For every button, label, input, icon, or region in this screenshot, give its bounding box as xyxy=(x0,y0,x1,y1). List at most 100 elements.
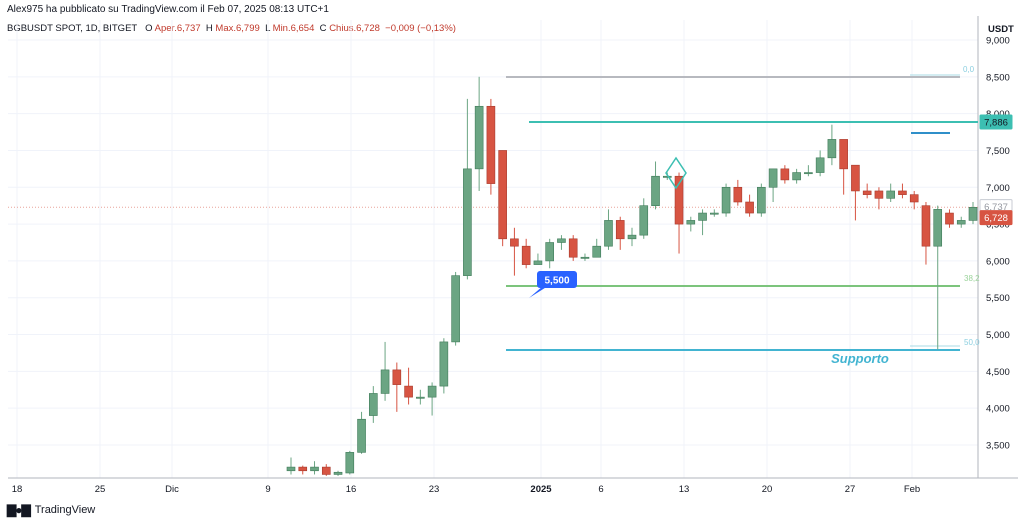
candle-body xyxy=(592,245,602,258)
candle-body xyxy=(874,190,884,199)
candle-body xyxy=(451,275,460,343)
y-tick-label: 5,000 xyxy=(986,330,1010,341)
candle-body xyxy=(416,396,425,399)
x-tick-label: 18 xyxy=(12,484,23,495)
candle-body xyxy=(392,369,402,385)
open-price-tag-box xyxy=(979,199,1013,215)
candle-body xyxy=(686,220,696,225)
y-tick-label: 8,500 xyxy=(986,72,1010,83)
x-tick-label: 25 xyxy=(95,484,106,495)
candle-body xyxy=(604,220,613,247)
candle-body xyxy=(698,212,707,221)
candle-body xyxy=(827,139,837,159)
ohlc-legend: BGBUSDT SPOT, 1D, BITGET O Aper.6,737 H … xyxy=(7,23,456,34)
tradingview-logo-icon: ▇●▇ xyxy=(7,503,31,517)
candle-body xyxy=(851,164,860,192)
fib-50-label: 50,0 xyxy=(964,338,980,347)
x-tick-label: 13 xyxy=(679,484,690,495)
candle-body xyxy=(815,157,825,173)
candle-body xyxy=(298,466,308,472)
fib-382-label: 38,2 xyxy=(964,274,980,283)
x-tick-label: 16 xyxy=(346,484,357,495)
candle-body xyxy=(568,238,578,258)
candle-body xyxy=(886,190,895,199)
candle-body xyxy=(968,207,978,221)
y-tick-label: 7,000 xyxy=(986,183,1010,194)
candle-body xyxy=(921,205,931,247)
candle-body xyxy=(345,452,355,474)
candle-body xyxy=(909,194,919,203)
support-annotation: Supporto xyxy=(831,351,889,366)
candle-body xyxy=(557,238,566,243)
callout-box xyxy=(537,271,577,288)
high-value: Max.6,799 xyxy=(215,23,260,34)
candle-body xyxy=(380,369,390,394)
candle-body xyxy=(956,220,966,225)
candle-body xyxy=(427,385,437,398)
candle-body xyxy=(862,190,872,195)
low-letter: L xyxy=(265,23,271,34)
open-price-tag-label: 6,737 xyxy=(984,202,1008,213)
candle-body xyxy=(310,466,319,472)
low-value: Min.6,654 xyxy=(272,23,315,34)
open-letter: O xyxy=(145,23,153,34)
candle-body xyxy=(533,260,543,265)
candle-body xyxy=(933,209,943,247)
candle-body xyxy=(627,234,637,240)
brand-label: TradingView xyxy=(34,504,96,516)
candle-body xyxy=(439,341,449,387)
x-tick-label: 27 xyxy=(845,484,856,495)
candle-body xyxy=(662,175,672,178)
footer-brand: ▇●▇ TradingView xyxy=(7,503,95,517)
candle-body xyxy=(580,256,590,259)
candle-body xyxy=(615,220,625,240)
close-letter: C xyxy=(319,23,327,34)
open-value: Aper.6,737 xyxy=(154,23,201,34)
candle-body xyxy=(510,238,519,247)
candle-body xyxy=(674,175,684,225)
candle-body xyxy=(486,105,496,184)
y-tick-label: 6,500 xyxy=(986,220,1010,231)
line-price-tag-box xyxy=(979,114,1013,130)
y-tick-label: 8,000 xyxy=(986,109,1010,120)
candle-body xyxy=(545,242,554,262)
fib-0-label: 0,0 xyxy=(963,65,975,74)
candle-body xyxy=(804,172,813,175)
diamond-marker xyxy=(665,156,687,190)
currency-label: USDT xyxy=(988,24,1014,35)
candle-body xyxy=(898,190,907,195)
candle-body xyxy=(404,385,413,398)
candle-body xyxy=(757,186,766,214)
x-tick-label: Dic xyxy=(165,484,179,495)
close-price-tag-box xyxy=(979,210,1013,226)
x-tick-label: 9 xyxy=(265,484,270,495)
symbol-label[interactable]: BGBUSDT SPOT, 1D, BITGET xyxy=(7,23,138,34)
candle-body xyxy=(792,172,801,181)
x-tick-label: 6 xyxy=(598,484,603,495)
candle-body xyxy=(463,168,472,276)
candle-body xyxy=(357,418,366,453)
close-value: Chius.6,728 xyxy=(329,23,380,34)
candle-body xyxy=(639,205,649,236)
close-price-tag-label: 6,728 xyxy=(984,213,1008,224)
y-tick-label: 5,500 xyxy=(986,293,1010,304)
y-tick-label: 4,000 xyxy=(986,404,1010,415)
candle-body xyxy=(839,139,848,170)
line-price-tag-label: 7,886 xyxy=(984,118,1008,129)
candle-body xyxy=(333,471,343,475)
candle-body xyxy=(745,201,754,214)
candle-body xyxy=(710,212,719,215)
x-tick-label: 20 xyxy=(762,484,773,495)
candle-body xyxy=(733,186,743,203)
y-tick-label: 9,000 xyxy=(986,36,1010,47)
candle-body xyxy=(721,186,731,214)
change-value: −0,009 (−0,13%) xyxy=(385,23,456,34)
candle-body xyxy=(768,168,778,188)
candle-body xyxy=(321,466,331,475)
candle-body xyxy=(369,393,378,416)
candle-body xyxy=(286,466,296,472)
y-tick-label: 6,000 xyxy=(986,256,1010,267)
callout-pointer xyxy=(529,286,548,298)
